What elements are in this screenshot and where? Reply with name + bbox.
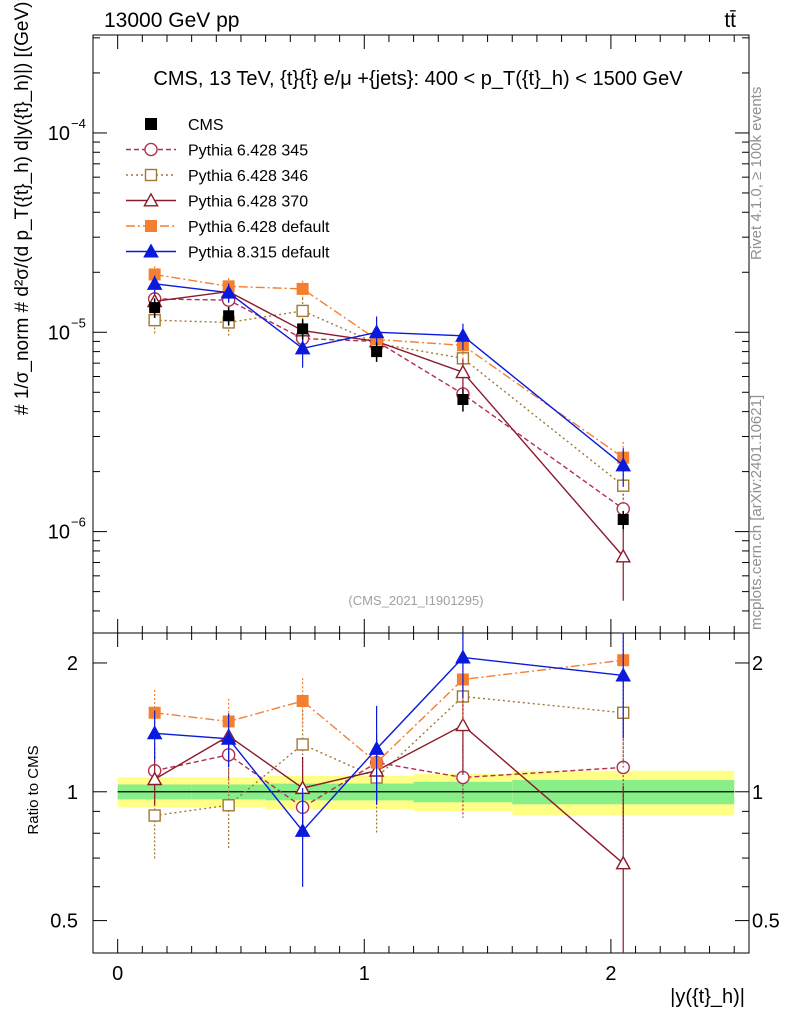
data-point — [615, 457, 632, 472]
chart-title: CMS, 13 TeV, {t}{t̄} e/μ +{jets}: 400 < … — [153, 68, 683, 90]
series-pythia-6-428-default — [148, 266, 630, 477]
main-ylabel: # 1/σ_norm # d²σ/(d p_T({t}_h) d|y({t}_h… — [12, 0, 33, 415]
ratio-point — [146, 725, 163, 740]
legend-label: Pythia 6.428 346 — [188, 168, 308, 185]
ratio-series-pythia-8-315-default — [146, 633, 632, 887]
data-point — [294, 340, 311, 355]
ratio-ylabel: Ratio to CMS — [25, 745, 42, 834]
ratio-series-pythia-6-428-370 — [146, 686, 632, 953]
ratio-ticks: 0.5 0.5 1 1 2 2 — [50, 633, 780, 953]
series-pythia-6-428-370 — [146, 283, 632, 601]
y-tick-exponent: −4 — [71, 116, 86, 131]
ratio-ylabel-group: Ratio to CMS — [25, 745, 42, 834]
x-tick-label: 2 — [605, 963, 616, 985]
ratio-point — [296, 694, 309, 707]
process-label: tt̄ — [724, 9, 736, 32]
legend-marker — [143, 192, 159, 207]
ratio-tick-label: 1 — [67, 782, 78, 804]
main-ticks: 10−610−510−4 — [48, 35, 749, 633]
ratio-point — [296, 738, 309, 751]
ratio-point — [615, 667, 632, 682]
data-point — [615, 548, 632, 563]
series-pythia-6-428-346 — [148, 298, 630, 505]
ratio-point — [294, 822, 311, 837]
ratio-point — [146, 771, 163, 786]
ratio-point — [220, 730, 237, 745]
y-tick-label: 10 — [48, 522, 70, 544]
ratio-series-line — [154, 656, 624, 833]
series-line — [154, 283, 624, 466]
legend-label: Pythia 8.315 default — [188, 245, 330, 262]
data-point — [146, 275, 163, 290]
ratio-point — [455, 649, 471, 664]
y-tick-label: 10 — [48, 123, 70, 145]
y-tick-exponent: −6 — [71, 515, 86, 530]
ratio-tick-label: 2 — [67, 653, 78, 675]
ratio-point — [148, 809, 161, 822]
ratio-tick-label-right: 1 — [752, 782, 763, 804]
ratio-point — [368, 740, 385, 755]
x-axis-label: |y({t}_h)| — [670, 986, 745, 1008]
cms-point — [297, 323, 309, 335]
cms-data — [149, 298, 629, 530]
energy-label: 13000 GeV pp — [104, 9, 239, 32]
data-point — [368, 324, 385, 339]
ratio-series-pythia-6-428-default — [148, 633, 630, 795]
legend-label: Pythia 6.428 345 — [188, 143, 308, 160]
series-line — [154, 273, 624, 459]
x-tick-labels: 0 1 2 — [112, 963, 616, 985]
x-tick-label: 1 — [359, 963, 370, 985]
ratio-series-line — [154, 724, 624, 864]
data-point — [455, 364, 471, 379]
ratio-tick-label-right: 0.5 — [752, 911, 780, 933]
ratio-point — [455, 717, 471, 732]
mcplots-label: mcplots.cern.ch [arXiv:2401.10621] — [748, 395, 765, 630]
data-point — [455, 327, 471, 342]
legend-marker — [144, 142, 158, 157]
legend-label: Pythia 6.428 default — [188, 219, 330, 236]
series-line — [154, 290, 624, 557]
cms-point — [457, 394, 469, 406]
cms-point — [149, 302, 161, 314]
legend-label: CMS — [188, 117, 224, 134]
data-point — [220, 284, 237, 299]
ratio-series — [146, 633, 632, 953]
analysis-label: (CMS_2021_I1901295) — [348, 593, 483, 608]
data-point — [296, 304, 309, 318]
cms-point — [223, 310, 235, 322]
series-pythia-8-315-default — [146, 275, 632, 487]
y-tick-label: 10 — [48, 322, 70, 344]
x-tick-label: 0 — [112, 963, 123, 985]
main-ylabel-group: # 1/σ_norm # d²σ/(d p_T({t}_h) d|y({t}_h… — [12, 0, 33, 415]
cms-point — [371, 346, 383, 358]
ratio-series-line — [154, 659, 624, 764]
ratio-band — [117, 770, 735, 816]
ratio-point — [615, 855, 632, 870]
cms-point — [617, 514, 629, 526]
ratio-frame — [92, 632, 750, 954]
ratio-point — [222, 799, 235, 812]
legend-marker — [144, 168, 158, 182]
ratio-panel: 0.5 0.5 1 1 2 2 — [50, 632, 780, 954]
legend-marker — [145, 118, 157, 130]
legend-marker — [143, 243, 159, 258]
rivet-label: Rivet 4.1.0, ≥ 100k events — [748, 87, 765, 260]
y-tick-exponent: −5 — [71, 315, 86, 330]
main-panel: 10−610−510−4 CMS, 13 TeV, {t}{t̄} e/μ +{… — [48, 34, 750, 634]
ratio-series-line — [154, 695, 624, 817]
ratio-tick-label: 0.5 — [50, 911, 78, 933]
series-line — [154, 310, 624, 487]
main-series — [146, 266, 632, 601]
data-point — [296, 282, 309, 295]
ratio-series-line — [154, 754, 624, 809]
legend: CMS Pythia 6.428 345 Pythia 6.428 346 Pythi… — [126, 117, 330, 262]
series-line — [154, 298, 624, 510]
ratio-tick-label-right: 2 — [752, 653, 763, 675]
legend-marker — [145, 220, 157, 232]
legend-label: Pythia 6.428 370 — [188, 194, 308, 211]
